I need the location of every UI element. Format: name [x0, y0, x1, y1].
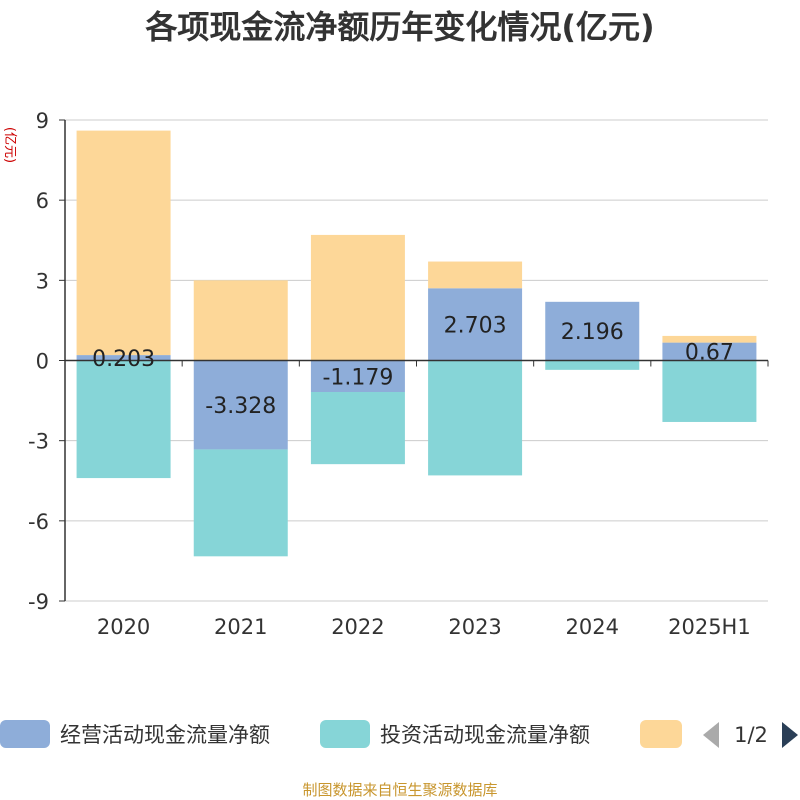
- bar-1-2024: [545, 301, 640, 361]
- data-label: -1.179: [322, 365, 393, 390]
- bar-3-2023: [428, 261, 523, 289]
- bar-3-2025H1: [662, 335, 757, 343]
- legend-prev-page-icon[interactable]: [703, 722, 719, 748]
- legend-item-investing[interactable]: 投资活动现金流量净额: [320, 720, 590, 748]
- chart-title: 各项现金流净额历年变化情况(亿元): [145, 8, 654, 46]
- bar-3-2021: [193, 280, 288, 361]
- legend-swatch-operating: [0, 720, 50, 748]
- bar-2-2023: [428, 360, 523, 476]
- y-tick-label: -3: [28, 430, 49, 454]
- bar-1-2021: [193, 360, 288, 450]
- y-tick-label: 9: [36, 109, 49, 133]
- source-note: 制图数据来自恒生聚源数据库: [302, 781, 497, 799]
- x-tick-label: 2021: [214, 615, 267, 639]
- legend-swatch-financing: [640, 720, 682, 748]
- bar-1-2023: [428, 288, 523, 361]
- y-tick-label: 0: [36, 350, 49, 374]
- legend-swatch-investing: [320, 720, 370, 748]
- x-tick-label: 2024: [566, 615, 619, 639]
- legend-label-investing: 投资活动现金流量净额: [380, 723, 590, 747]
- data-label: -3.328: [205, 394, 276, 419]
- bar-2-2020: [76, 360, 171, 479]
- y-tick-label: 3: [36, 269, 49, 293]
- y-tick-label: -9: [28, 590, 49, 614]
- y-axis-label: (亿元): [2, 127, 17, 163]
- bar-2-2022: [310, 392, 405, 465]
- bar-group: [76, 130, 757, 557]
- x-tick-label: 2025H1: [668, 615, 751, 639]
- data-label: 0.203: [92, 347, 155, 372]
- legend-page-indicator: 1/2: [734, 723, 768, 747]
- legend-label-operating: 经营活动现金流量净额: [60, 723, 270, 747]
- legend-item-operating[interactable]: 经营活动现金流量净额: [0, 720, 270, 748]
- data-label: 2.196: [561, 320, 624, 345]
- x-tick-label: 2020: [97, 615, 150, 639]
- legend-item-financing[interactable]: [640, 720, 682, 748]
- data-label: 0.67: [685, 341, 734, 366]
- axes: 9 6 3 0 -3 -6 -9 2020 2021 2022 2023 2024 2025H1: [28, 109, 769, 639]
- legend-next-page-icon[interactable]: [782, 722, 798, 748]
- x-tick-label: 2022: [331, 615, 384, 639]
- legend: 经营活动现金流量净额 投资活动现金流量净额 1/2: [0, 720, 798, 748]
- bar-1-2020: [76, 355, 171, 361]
- bar-2-2024: [545, 360, 640, 370]
- y-tick-label: 6: [36, 189, 49, 213]
- x-tick-label: 2023: [448, 615, 501, 639]
- bar-2-2021: [193, 449, 288, 557]
- data-labels: 0.203 -3.328 -1.179 2.703 2.196 0.67: [92, 313, 734, 419]
- bar-1-2025H1: [662, 342, 757, 361]
- bar-3-2020: [76, 130, 171, 356]
- data-label: 2.703: [444, 313, 507, 338]
- bar-3-2022: [310, 234, 405, 361]
- y-tick-label: -6: [28, 510, 49, 534]
- bar-1-2022: [310, 360, 405, 393]
- bar-2-2025H1: [662, 360, 757, 422]
